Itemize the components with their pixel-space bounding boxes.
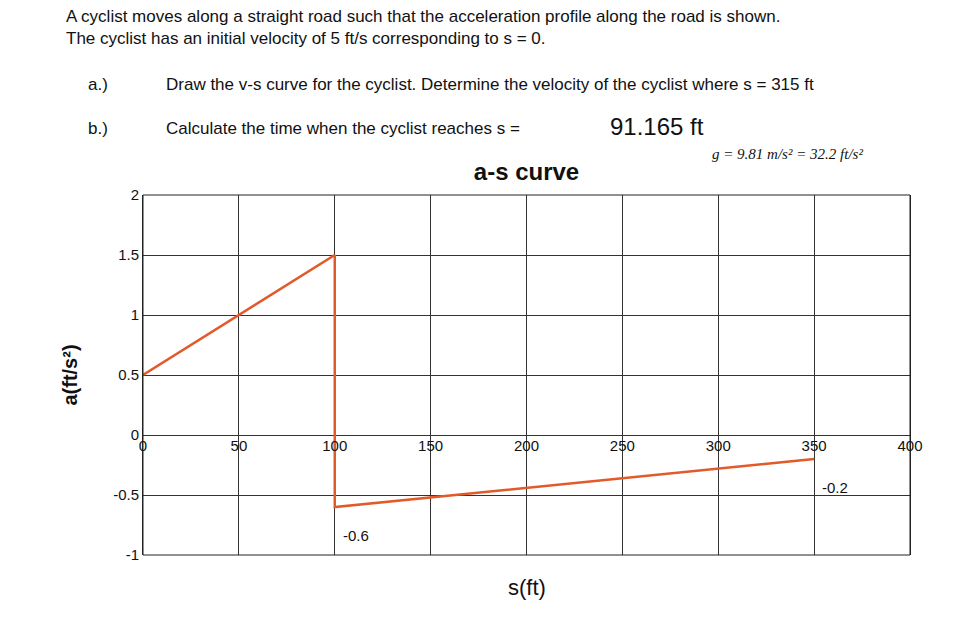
svg-text:-0.5: -0.5 [113,486,139,503]
svg-text:250: 250 [610,437,635,454]
svg-text:a-s curve: a-s curve [474,158,579,185]
svg-text:1: 1 [131,306,139,323]
svg-text:-0.2: -0.2 [822,479,848,496]
svg-text:0: 0 [139,437,147,454]
svg-text:-0.6: -0.6 [343,527,369,544]
html-text:91.165 ft: 91.165 ft [610,113,704,140]
html-text:a.): a.) [88,75,108,94]
svg-text:-1: -1 [126,546,139,563]
html-text:The cyclist has an initial vel: The cyclist has an initial velocity of 5… [66,29,546,48]
svg-text:a(ft/s²): a(ft/s²) [59,344,81,405]
html-text:b.): b.) [88,119,108,138]
html-text:Calculate the time when the cy: Calculate the time when the cyclist reac… [166,119,520,138]
svg-text:s(ft): s(ft) [508,575,546,600]
svg-text:2: 2 [131,186,139,203]
svg-text:1.5: 1.5 [118,246,139,263]
svg-text:0.5: 0.5 [118,366,139,383]
svg-text:350: 350 [802,437,827,454]
svg-text:200: 200 [514,437,539,454]
html-text:A cyclist moves along a straig: A cyclist moves along a straight road su… [66,7,781,26]
html-text:g = 9.81 m/s² = 32.2 ft/s²: g = 9.81 m/s² = 32.2 ft/s² [712,146,863,162]
svg-text:0: 0 [131,426,139,443]
svg-text:400: 400 [897,437,922,454]
html-text:Draw the v-s curve for the cyc: Draw the v-s curve for the cyclist. Dete… [166,75,814,94]
svg-text:100: 100 [322,437,347,454]
svg-text:300: 300 [706,437,731,454]
svg-text:150: 150 [418,437,443,454]
svg-text:50: 50 [231,437,248,454]
